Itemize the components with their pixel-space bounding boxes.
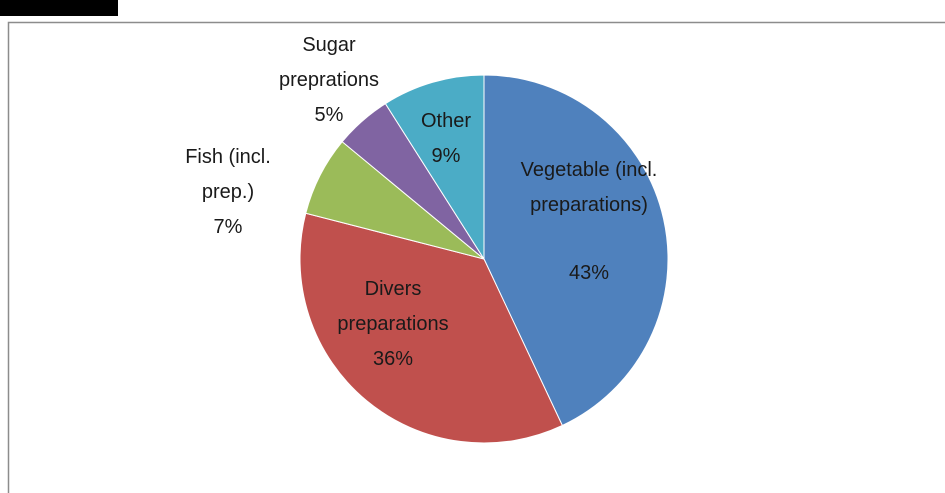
pie-slice xyxy=(483,74,669,427)
slice-value-label: 5% xyxy=(314,104,344,126)
slice-value-label: 7% xyxy=(213,216,243,238)
slice-value-label: 9% xyxy=(431,145,461,167)
slice-label: Other xyxy=(420,110,472,132)
chart-frame xyxy=(7,21,945,493)
caption-bar xyxy=(0,0,118,16)
slice-label: Fish (incl. prep.) xyxy=(185,146,271,203)
slice-label: Sugar preprations xyxy=(278,34,380,91)
slice-value-label: 36% xyxy=(372,348,414,370)
pie-slice xyxy=(299,212,564,444)
slice-label: Divers preparations xyxy=(337,278,449,335)
slice-label: Vegetable (incl. preparations) xyxy=(520,159,658,216)
pie-slice xyxy=(384,74,485,261)
slice-value-label: 43% xyxy=(568,262,610,284)
